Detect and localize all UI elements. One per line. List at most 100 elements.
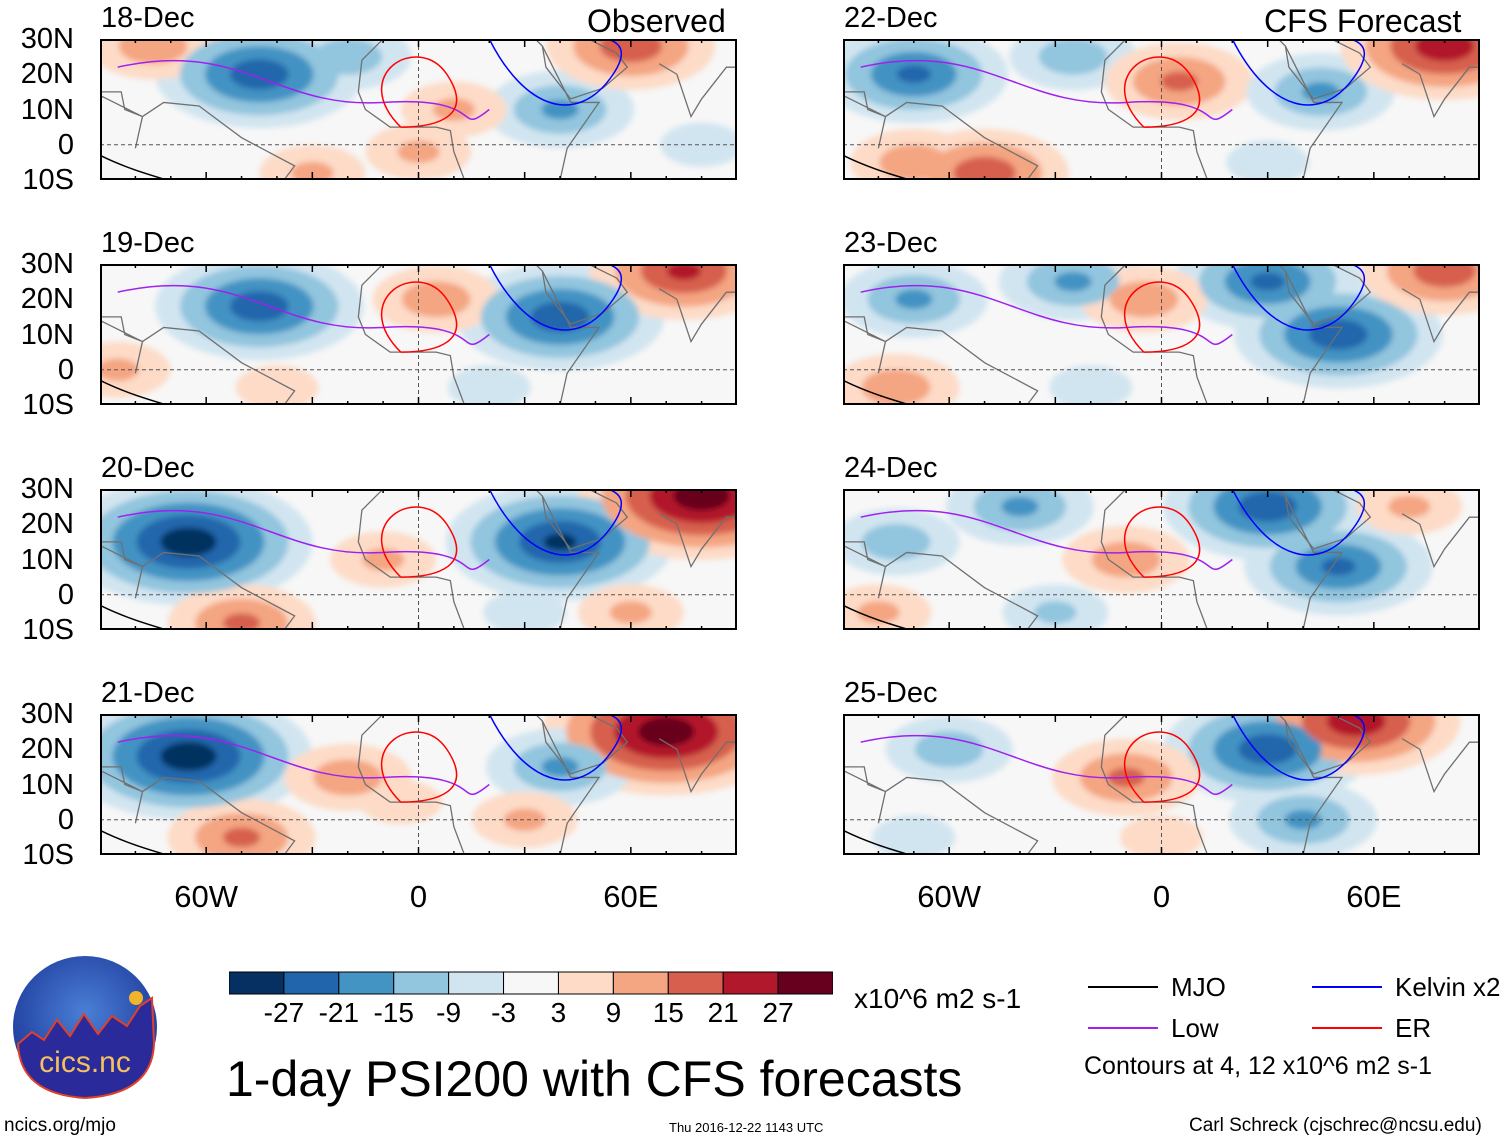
panel-date: 23-Dec: [844, 227, 938, 259]
filter-contour: [117, 59, 490, 121]
anomaly-contour: [1388, 495, 1431, 518]
colorbar-tick: -9: [436, 997, 462, 1028]
filter-contour: [380, 731, 458, 803]
lat-label: 10N: [20, 93, 74, 126]
lat-label: 20N: [20, 508, 74, 541]
anomaly-contour: [861, 369, 931, 405]
coastline: [658, 714, 737, 794]
coastline: [1284, 264, 1372, 325]
coastline: [877, 551, 1039, 630]
panel-frame: [843, 489, 1480, 630]
lat-label: 20N: [20, 733, 74, 766]
filter-contour: [1231, 264, 1365, 331]
colorbar-swatch: [448, 971, 505, 995]
coastline: [877, 776, 1039, 855]
coastline: [100, 316, 143, 343]
anomaly-contour: [291, 161, 334, 180]
panel-frame: [100, 264, 737, 405]
anomaly-contour: [1309, 319, 1368, 350]
filter-contour: [1231, 714, 1365, 781]
legend-label: ER: [1395, 1013, 1432, 1043]
coastline: [1100, 489, 1344, 630]
lat-label: 30N: [20, 248, 74, 280]
anomaly-contour: [483, 590, 567, 630]
author: Carl Schreck (cjschrec@ncsu.edu): [1189, 1115, 1482, 1136]
coastline: [1401, 489, 1480, 569]
colorbar-swatch: [612, 971, 669, 995]
filter-contour: [843, 829, 913, 855]
map-panel-21-Dec: [100, 714, 737, 855]
colorbar-swatch: [557, 971, 614, 995]
coastline: [357, 714, 601, 855]
filter-contour: [100, 604, 170, 630]
map-panel-19-Dec: [100, 264, 737, 405]
lat-label: 30N: [20, 23, 74, 55]
lat-label: 30N: [20, 698, 74, 730]
coastline: [1100, 264, 1344, 405]
anomaly-contour: [895, 289, 933, 309]
lat-label: 20N: [20, 58, 74, 91]
lon-label: 60E: [1346, 879, 1402, 914]
anomaly-contour: [100, 358, 139, 381]
filter-contour: [843, 154, 913, 180]
anomaly-contour: [953, 156, 1016, 180]
map-panel-22-Dec: [843, 39, 1480, 180]
coastline: [100, 91, 143, 118]
colorbar-swatch: [338, 971, 395, 995]
anomaly-contour: [118, 39, 188, 65]
anomaly-contour: [401, 281, 471, 318]
coastline: [357, 489, 601, 630]
filter-contour: [488, 714, 622, 781]
logo-text: cics.nc: [39, 1046, 131, 1079]
anomaly-contour: [609, 601, 653, 624]
legend-line-mjo: [1088, 986, 1158, 988]
filter-contour: [100, 829, 170, 855]
figure-title: 1-day PSI200 with CFS forecasts: [226, 1051, 963, 1107]
lat-label: 10N: [20, 768, 74, 801]
filter-contour: [117, 509, 490, 571]
lat-label: 0: [57, 128, 74, 161]
coastline: [1401, 39, 1480, 119]
filter-contour: [117, 284, 490, 346]
filter-contour: [488, 39, 622, 106]
map-panel-25-Dec: [843, 714, 1480, 855]
filter-contour: [860, 59, 1233, 121]
legend-label: MJO: [1171, 972, 1226, 1002]
legend-line-kelvin-x2: [1312, 986, 1382, 988]
filter-contour: [380, 56, 458, 128]
coastline: [134, 326, 296, 405]
lon-label: 60W: [917, 879, 982, 914]
anomaly-contour: [313, 39, 383, 75]
anomaly-contour: [673, 489, 730, 511]
colorbar-swatch: [229, 971, 285, 995]
anomaly-contour: [223, 613, 261, 630]
map-panel-23-Dec: [843, 264, 1480, 405]
coastline: [877, 326, 1039, 405]
lat-label: 0: [57, 803, 74, 836]
anomaly-contour: [1091, 541, 1161, 578]
anomaly-contour: [1001, 496, 1039, 517]
filter-contour: [488, 489, 622, 556]
panel-frame: [843, 39, 1480, 180]
colorbar-swatch: [667, 971, 724, 995]
anomaly-contour: [1034, 601, 1077, 624]
panel-date: 18-Dec: [101, 2, 195, 34]
site-url[interactable]: ncics.org/mjo: [4, 1115, 116, 1136]
filter-contour: [1231, 489, 1365, 556]
map-panel-18-Dec: [100, 39, 737, 180]
anomaly-contour: [896, 65, 931, 84]
coastline: [843, 766, 886, 793]
coastline: [100, 766, 143, 793]
lat-label: 10S: [22, 614, 74, 646]
filter-contour: [860, 509, 1233, 571]
lat-label: 0: [57, 353, 74, 386]
coastline: [1100, 39, 1344, 180]
coastline: [357, 39, 601, 180]
lat-label: 10N: [20, 543, 74, 576]
coastline: [1401, 714, 1480, 794]
anomaly-contour: [1049, 365, 1133, 405]
filter-contour: [380, 281, 458, 353]
panel-date: 25-Dec: [844, 677, 938, 709]
anomaly-contour: [1284, 810, 1322, 830]
filter-contour: [1123, 281, 1201, 353]
